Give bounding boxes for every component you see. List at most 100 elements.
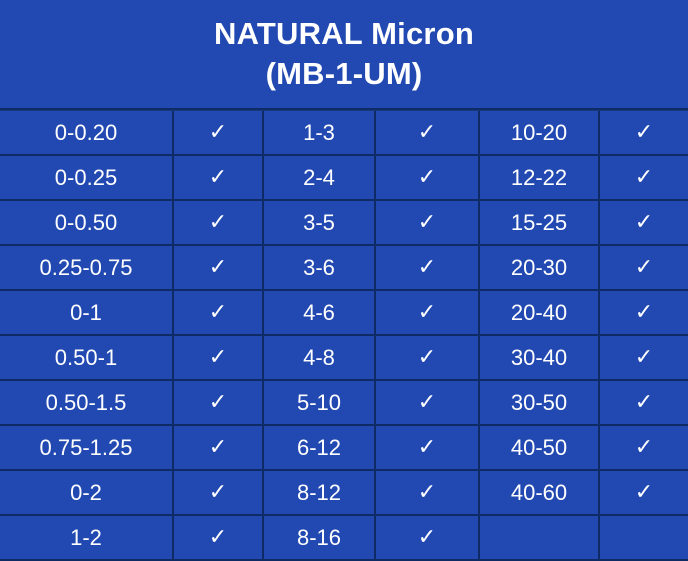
check-mark: ✓	[634, 435, 654, 460]
range-cell-col1: 0-0.20	[0, 111, 174, 156]
size-grid: 0-0.20 ✓ 1-3 ✓ 10-20 ✓ 0-0.25 ✓ 2-4 ✓ 12-22 ✓ 0-0.50…	[0, 111, 688, 561]
check-mark: ✓	[208, 390, 228, 415]
range-cell-col1: 0.25-0.75	[0, 246, 174, 291]
check-cell-col2: ✓	[376, 111, 480, 156]
check-cell-col3: ✓	[600, 426, 688, 471]
check-cell-col1: ✓	[174, 336, 264, 381]
micron-range: 1-3	[303, 119, 335, 145]
micron-range: 20-30	[510, 254, 568, 280]
check-cell-col1: ✓	[174, 381, 264, 426]
range-cell-col3: 20-30	[480, 246, 600, 291]
micron-range: 12-22	[510, 164, 568, 190]
check-mark: ✓	[634, 120, 654, 145]
range-cell-col1: 0-0.25	[0, 156, 174, 201]
micron-range: 0-2	[70, 479, 102, 505]
check-cell-col2: ✓	[376, 471, 480, 516]
range-cell-col1: 0.75-1.25	[0, 426, 174, 471]
check-mark: ✓	[417, 165, 437, 190]
check-mark: ✓	[417, 390, 437, 415]
check-cell-col3: ✓	[600, 381, 688, 426]
check-mark: ✓	[208, 345, 228, 370]
range-cell-col2: 8-16	[264, 516, 376, 561]
check-cell-col3: ✓	[600, 336, 688, 381]
micron-range: 6-12	[296, 434, 342, 460]
micron-range: 30-40	[510, 344, 568, 370]
range-cell-col3: 40-50	[480, 426, 600, 471]
check-cell-col3: ✓	[600, 156, 688, 201]
check-cell-col2: ✓	[376, 381, 480, 426]
check-mark: ✓	[208, 480, 228, 505]
check-mark: ✓	[208, 120, 228, 145]
check-mark: ✓	[417, 120, 437, 145]
micron-range: 0.25-0.75	[39, 254, 133, 280]
check-cell-col3: ✓	[600, 201, 688, 246]
check-mark: ✓	[634, 210, 654, 235]
range-cell-col3: 12-22	[480, 156, 600, 201]
check-mark: ✓	[417, 435, 437, 460]
micron-range: 15-25	[510, 209, 568, 235]
check-mark: ✓	[634, 165, 654, 190]
range-cell-col3: 10-20	[480, 111, 600, 156]
check-cell-col1: ✓	[174, 516, 264, 561]
range-cell-col1: 0-0.50	[0, 201, 174, 246]
range-cell-col1: 0.50-1	[0, 336, 174, 381]
micron-range: 2-4	[303, 164, 335, 190]
range-cell-col1: 0-1	[0, 291, 174, 336]
range-cell-col2: 8-12	[264, 471, 376, 516]
micron-range: 8-12	[296, 479, 342, 505]
micron-range: 8-16	[296, 524, 342, 550]
check-cell-col2: ✓	[376, 336, 480, 381]
range-cell-col2: 5-10	[264, 381, 376, 426]
check-mark: ✓	[417, 525, 437, 550]
range-cell-col3: 20-40	[480, 291, 600, 336]
check-mark: ✓	[417, 255, 437, 280]
micron-range: 1-2	[70, 524, 102, 550]
micron-range: 5-10	[296, 389, 342, 415]
micron-range: 20-40	[510, 299, 568, 325]
micron-range: 0.50-1	[54, 344, 118, 370]
check-mark: ✓	[208, 435, 228, 460]
check-cell-col2: ✓	[376, 291, 480, 336]
check-cell-col2: ✓	[376, 246, 480, 291]
check-cell-col2: ✓	[376, 516, 480, 561]
micron-range: 0-1	[70, 299, 102, 325]
micron-range: 40-60	[510, 479, 568, 505]
title-line-2: (MB-1-UM)	[265, 56, 423, 91]
check-cell-col3: ✓	[600, 291, 688, 336]
range-cell-col2: 6-12	[264, 426, 376, 471]
check-mark: ✓	[208, 255, 228, 280]
check-cell-col3	[600, 516, 688, 561]
range-cell-col2: 3-5	[264, 201, 376, 246]
range-cell-col3: 15-25	[480, 201, 600, 246]
check-mark: ✓	[634, 300, 654, 325]
micron-range: 3-5	[303, 209, 335, 235]
check-cell-col2: ✓	[376, 156, 480, 201]
check-mark: ✓	[417, 345, 437, 370]
check-cell-col3: ✓	[600, 246, 688, 291]
micron-range: 0-0.20	[54, 119, 118, 145]
micron-range: 4-6	[303, 299, 335, 325]
check-mark: ✓	[634, 345, 654, 370]
micron-range: 0-0.50	[54, 209, 118, 235]
check-mark: ✓	[634, 480, 654, 505]
range-cell-col1: 0-2	[0, 471, 174, 516]
check-cell-col1: ✓	[174, 291, 264, 336]
micron-range: 4-8	[303, 344, 335, 370]
check-mark: ✓	[417, 480, 437, 505]
range-cell-col3: 30-50	[480, 381, 600, 426]
check-mark: ✓	[634, 390, 654, 415]
check-mark: ✓	[208, 300, 228, 325]
check-cell-col1: ✓	[174, 471, 264, 516]
title-line-1: NATURAL Micron	[214, 16, 474, 51]
micron-range: 0.75-1.25	[39, 434, 133, 460]
range-cell-col2: 4-8	[264, 336, 376, 381]
check-cell-col1: ✓	[174, 111, 264, 156]
range-cell-col2: 2-4	[264, 156, 376, 201]
micron-range: 30-50	[510, 389, 568, 415]
check-cell-col1: ✓	[174, 246, 264, 291]
check-cell-col3: ✓	[600, 471, 688, 516]
range-cell-col2: 1-3	[264, 111, 376, 156]
check-cell-col3: ✓	[600, 111, 688, 156]
range-cell-col2: 4-6	[264, 291, 376, 336]
check-cell-col1: ✓	[174, 426, 264, 471]
